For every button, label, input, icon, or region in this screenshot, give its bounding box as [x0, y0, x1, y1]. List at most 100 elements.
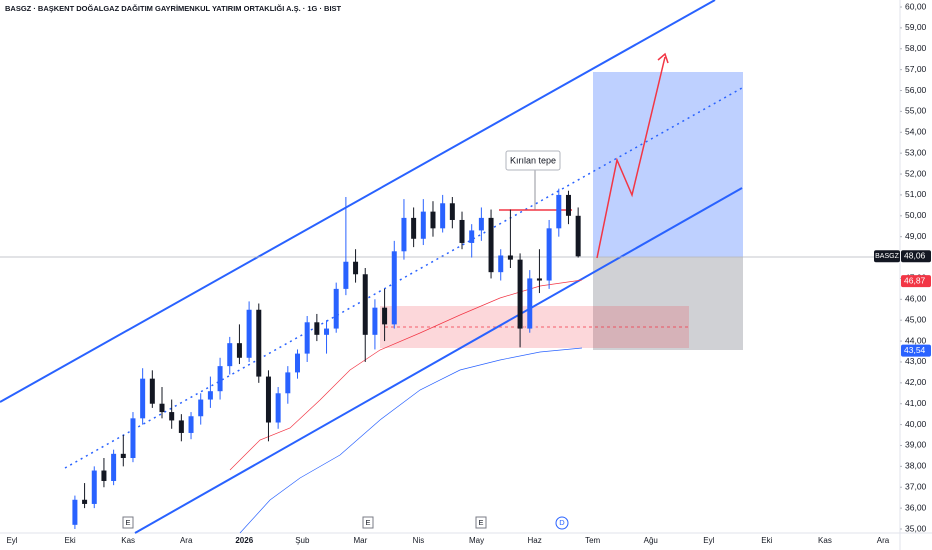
- y-tick-label: 37,00: [905, 481, 927, 491]
- candle-body: [198, 399, 204, 417]
- y-tick-label: 36,00: [905, 502, 927, 512]
- x-tick-label: Tem: [585, 536, 600, 545]
- y-tick-label: 45,00: [905, 314, 927, 324]
- candle-body: [207, 391, 213, 400]
- candle-body: [101, 470, 107, 481]
- candle-body: [294, 353, 300, 373]
- candle-body: [411, 217, 417, 239]
- chart-title: BASGZ · BAŞKENT DOĞALGAZ DAĞITIM GAYRİME…: [5, 4, 342, 13]
- candle-body: [382, 307, 388, 325]
- event-label: E: [365, 518, 370, 527]
- candle-body: [488, 217, 494, 273]
- candle-body: [159, 403, 165, 413]
- x-tick-label: Nis: [413, 536, 425, 545]
- candle-body: [507, 255, 513, 260]
- y-tick-label: 50,00: [905, 210, 927, 220]
- y-tick-label: 57,00: [905, 64, 927, 74]
- candle-body: [120, 453, 126, 459]
- y-tick-label: 49,00: [905, 231, 927, 241]
- y-tick-label: 46,00: [905, 294, 927, 304]
- candle-body: [111, 453, 117, 481]
- symbol-tag: [874, 250, 900, 263]
- target-zone: [593, 72, 743, 257]
- candle-body: [72, 499, 78, 525]
- candle-body: [314, 322, 320, 335]
- event-label: E: [478, 518, 483, 527]
- candle-body: [565, 194, 571, 216]
- candle-body: [246, 309, 252, 358]
- price-tag: [901, 275, 931, 288]
- ma-long: [239, 347, 583, 534]
- y-tick-label: 55,00: [905, 106, 927, 116]
- candle-body: [178, 420, 184, 433]
- candle-body: [130, 418, 136, 459]
- projection-arrow: [596, 56, 666, 259]
- y-tick-label: 52,00: [905, 168, 927, 178]
- callout-box: [505, 150, 561, 171]
- y-tick-label: 60,00: [905, 1, 927, 11]
- price-tag-label: 48,06: [904, 251, 926, 261]
- price-tag-label: 46,87: [904, 275, 926, 285]
- events: E E E D: [122, 516, 569, 530]
- x-tick-label: 2026: [235, 536, 253, 545]
- candle-body: [469, 230, 475, 243]
- candle-body: [372, 307, 378, 335]
- y-tick-label: 56,00: [905, 85, 927, 95]
- event-circle: [555, 516, 569, 530]
- y-tick-label: 54,00: [905, 127, 927, 137]
- candle-body: [91, 470, 97, 504]
- candle-body: [517, 259, 523, 329]
- y-tick-label: 59,00: [905, 22, 927, 32]
- y-tick-label: 35,00: [905, 523, 927, 533]
- x-tick-label: Eki: [65, 536, 76, 545]
- price-tag: [901, 250, 931, 263]
- channel-lower: [134, 187, 743, 534]
- candle-body: [420, 211, 426, 239]
- event-box: [362, 516, 374, 529]
- candle-body: [353, 261, 359, 275]
- event-label: D: [559, 518, 565, 527]
- candle-body: [140, 378, 146, 419]
- channel-upper: [0, 0, 716, 403]
- y-tick-label: 58,00: [905, 43, 927, 53]
- candle-body: [256, 309, 262, 377]
- x-tick-label: Kas: [121, 536, 135, 545]
- candle-body: [478, 217, 484, 231]
- candle-body: [498, 255, 504, 273]
- y-tick-label: 42,00: [905, 377, 927, 387]
- candle-body: [324, 328, 330, 335]
- y-tick-label: 41,00: [905, 398, 927, 408]
- event-box: [475, 516, 487, 529]
- symbol-tag-label: BASGZ: [875, 253, 899, 260]
- x-tick-label: Ağu: [644, 536, 658, 545]
- candle-body: [527, 278, 533, 329]
- candle-body: [149, 378, 155, 404]
- candle-body: [333, 288, 339, 329]
- candle-body: [343, 261, 349, 289]
- candle-body: [430, 211, 436, 229]
- candle-body: [285, 372, 291, 394]
- stop-zone: [593, 257, 743, 350]
- candle-body: [169, 412, 175, 421]
- candle-body: [449, 203, 455, 220]
- candle-body: [391, 251, 397, 325]
- x-tick-label: Ara: [180, 536, 193, 545]
- x-tick-label: Eyl: [703, 536, 714, 545]
- event-label: E: [125, 518, 130, 527]
- y-tick-label: 38,00: [905, 461, 927, 471]
- candle-body: [459, 219, 465, 243]
- candle-body: [217, 366, 223, 392]
- x-tick-label: May: [469, 536, 484, 545]
- y-tick-label: 40,00: [905, 419, 927, 429]
- y-tick-label: 53,00: [905, 147, 927, 157]
- x-tick-label: Şub: [295, 536, 310, 545]
- y-tick-label: 51,00: [905, 189, 927, 199]
- candle-body: [440, 203, 446, 229]
- x-tick-label: Haz: [527, 536, 541, 545]
- candle-body: [304, 322, 310, 354]
- candle-body: [265, 376, 271, 423]
- candle-body: [275, 393, 281, 423]
- candle-body: [575, 215, 581, 257]
